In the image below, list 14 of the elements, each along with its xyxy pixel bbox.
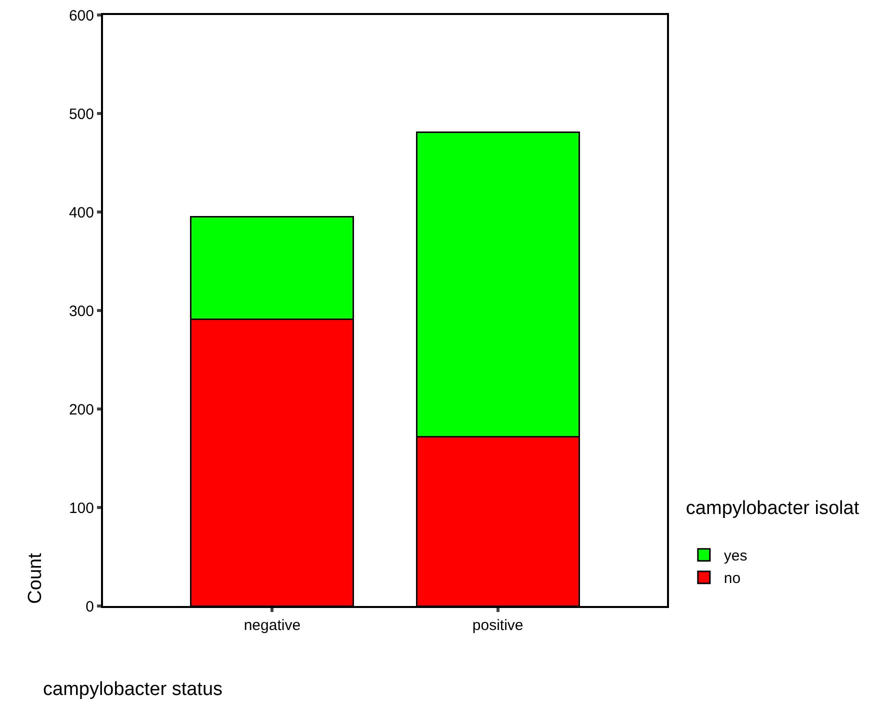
y-tick-label: 100: [68, 500, 94, 517]
x-axis-title: campylobacter status: [43, 679, 223, 700]
x-tick-label: negative: [244, 617, 301, 634]
y-tick-label: 300: [68, 302, 94, 320]
y-tick-label: 600: [68, 7, 94, 24]
y-tick-label: 0: [86, 598, 94, 616]
legend-label: yes: [724, 548, 748, 565]
y-tick-label: 500: [68, 106, 94, 123]
y-tick-label: 200: [68, 401, 94, 418]
y-axis-title: Count: [24, 552, 46, 604]
y-tick-label: 400: [68, 204, 94, 222]
legend-title: campylobacter isolat: [686, 498, 860, 519]
legend-label: no: [724, 570, 741, 588]
x-tick-label: positive: [472, 617, 524, 634]
